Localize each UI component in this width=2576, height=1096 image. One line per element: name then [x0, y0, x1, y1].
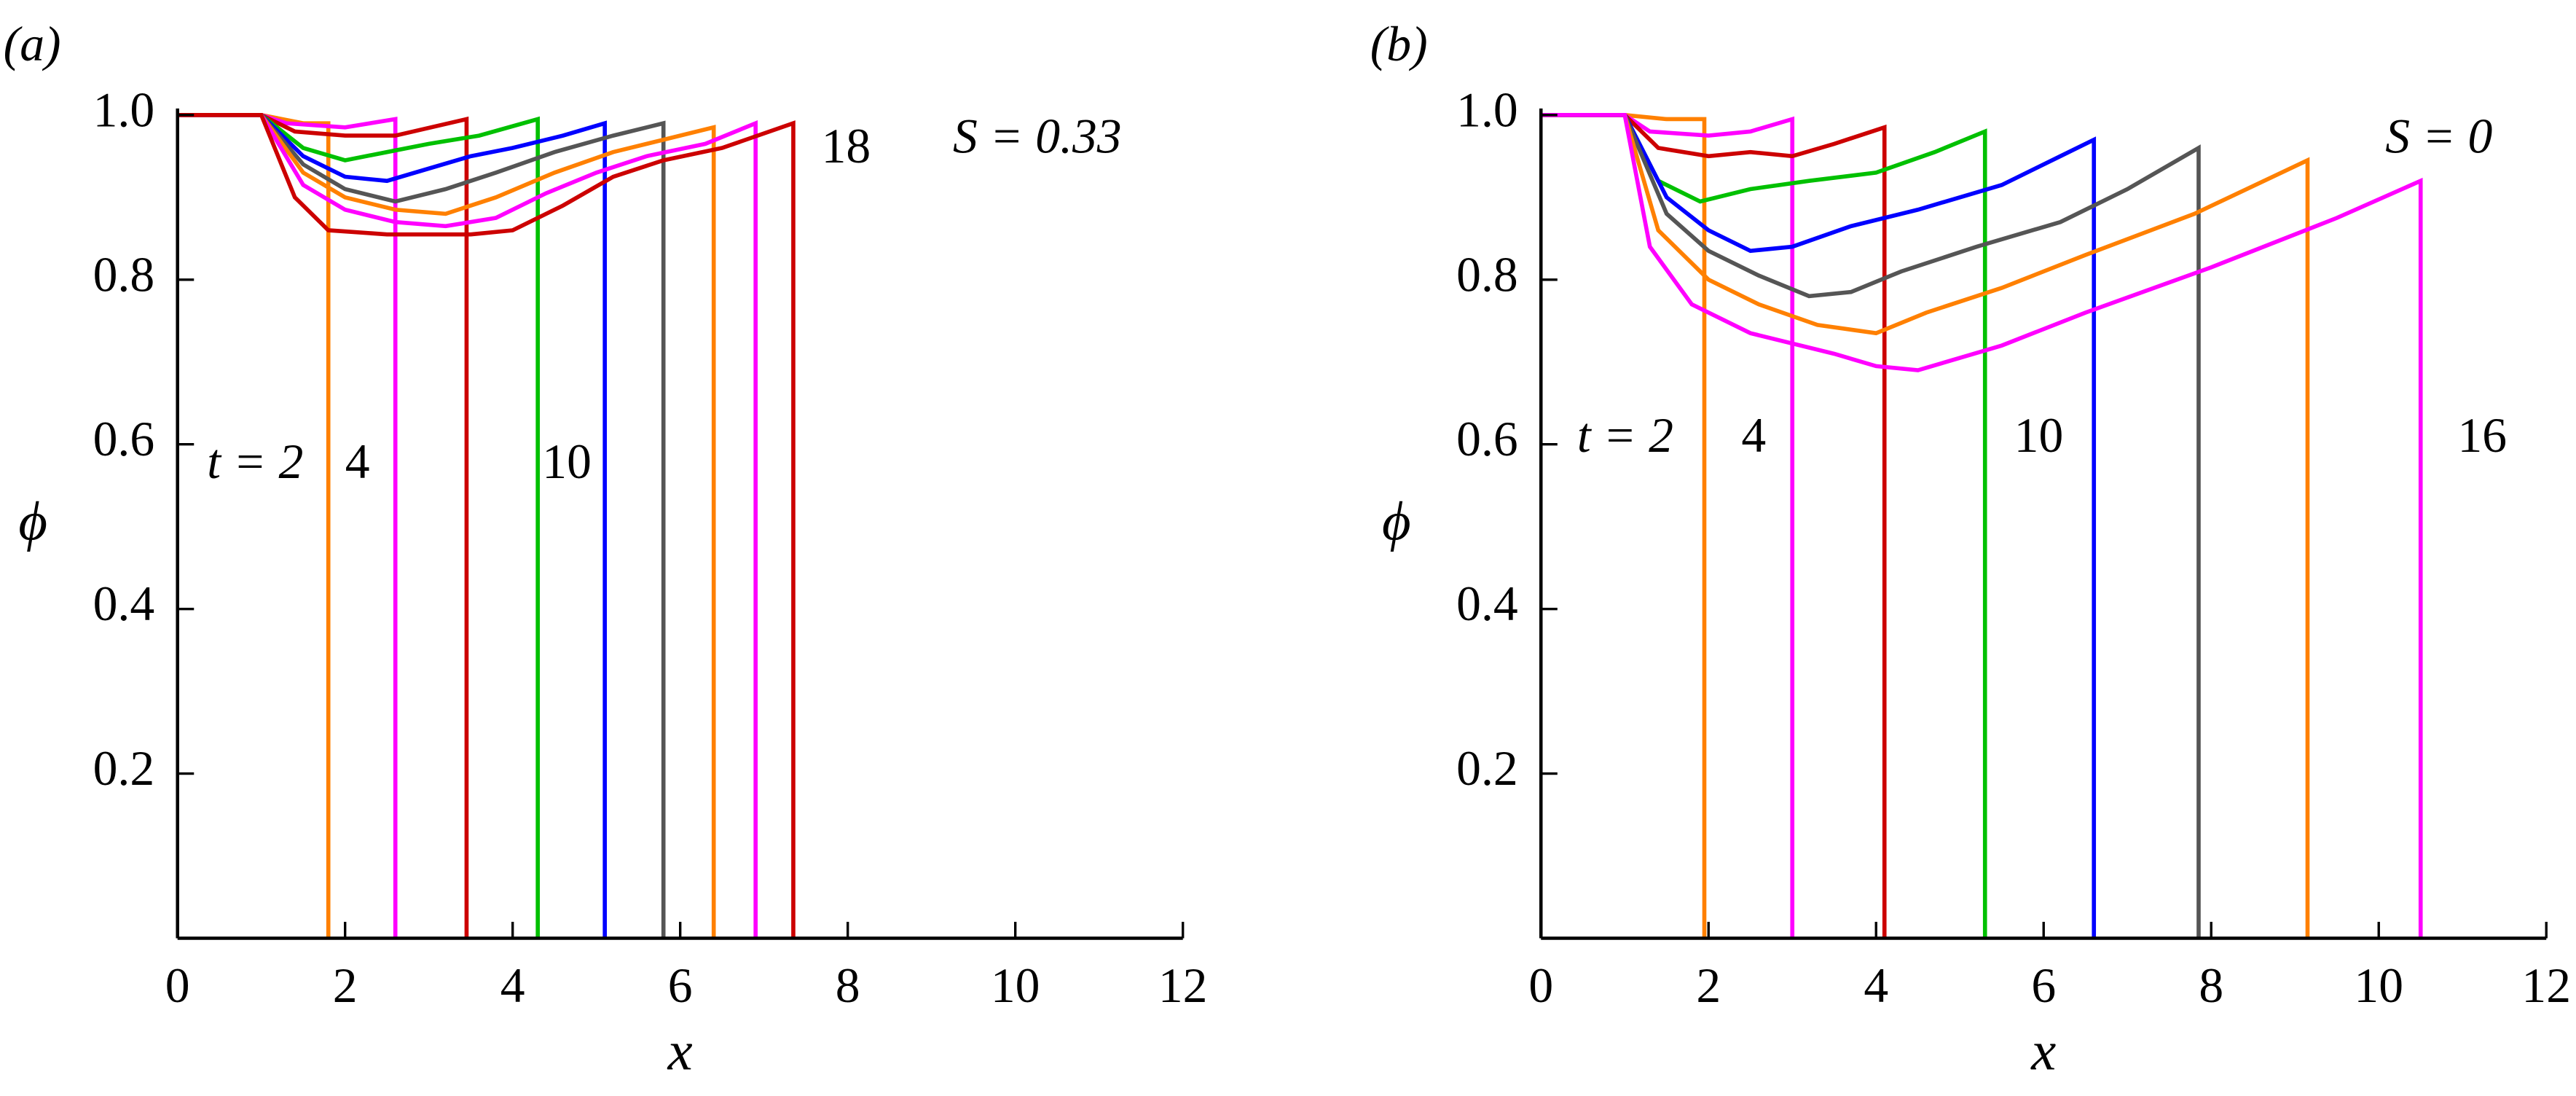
- annotation: 18: [822, 119, 871, 173]
- y-tick-label: 0.6: [1456, 412, 1518, 466]
- x-axis-label: x: [667, 1019, 693, 1081]
- annotation: 16: [2457, 408, 2507, 463]
- data-line: [1541, 113, 2097, 939]
- data-line: [1541, 113, 1707, 939]
- x-tick-label: 4: [500, 958, 525, 1013]
- y-axis-label: ϕ: [1382, 490, 1411, 552]
- data-line: [177, 113, 716, 939]
- data-line: [177, 113, 469, 939]
- annotation: 10: [2014, 408, 2064, 463]
- data-line: [1541, 113, 1887, 939]
- annotation: 4: [1741, 408, 1766, 463]
- y-tick-label: 0.6: [93, 412, 155, 466]
- y-tick-label: 0.8: [93, 247, 155, 302]
- data-line: [177, 113, 398, 939]
- data-line: [1541, 113, 2310, 939]
- data-line: [177, 113, 608, 939]
- annotation: t = 2: [1577, 408, 1673, 463]
- y-tick-label: 0.2: [93, 741, 155, 796]
- x-tick-label: 2: [333, 958, 358, 1013]
- y-tick-label: 1.0: [1456, 82, 1518, 137]
- data-line: [1541, 113, 1987, 939]
- x-tick-label: 10: [2354, 958, 2403, 1013]
- panel-label: (b): [1370, 17, 1428, 71]
- x-axis-label: x: [2030, 1019, 2056, 1081]
- x-tick-label: 10: [991, 958, 1040, 1013]
- annotation: S = 0: [2385, 109, 2492, 163]
- x-tick-label: 6: [668, 958, 693, 1013]
- x-tick-label: 8: [2199, 958, 2223, 1013]
- annotation: t = 2: [207, 434, 303, 489]
- x-tick-label: 8: [836, 958, 860, 1013]
- data-line: [177, 113, 331, 939]
- data-line: [177, 113, 541, 939]
- data-line: [1541, 113, 2423, 939]
- y-tick-label: 0.4: [1456, 576, 1518, 631]
- x-tick-label: 0: [165, 958, 190, 1013]
- x-tick-label: 12: [1158, 958, 1208, 1013]
- data-line: [1541, 113, 2201, 939]
- panel-label: (a): [4, 17, 61, 71]
- data-line: [177, 113, 758, 939]
- annotation: 4: [345, 434, 370, 489]
- y-axis-label: ϕ: [18, 490, 47, 552]
- y-tick-label: 1.0: [93, 82, 155, 137]
- data-line: [177, 113, 796, 939]
- x-tick-label: 0: [1528, 958, 1553, 1013]
- y-tick-label: 0.2: [1456, 741, 1518, 796]
- data-line: [177, 113, 666, 939]
- x-tick-label: 12: [2521, 958, 2571, 1013]
- x-tick-label: 2: [1696, 958, 1721, 1013]
- annotation: S = 0.33: [953, 109, 1122, 163]
- annotation: 10: [542, 434, 592, 489]
- y-tick-label: 0.8: [1456, 247, 1518, 302]
- x-tick-label: 6: [2031, 958, 2056, 1013]
- y-tick-label: 0.4: [93, 576, 155, 631]
- x-tick-label: 4: [1864, 958, 1888, 1013]
